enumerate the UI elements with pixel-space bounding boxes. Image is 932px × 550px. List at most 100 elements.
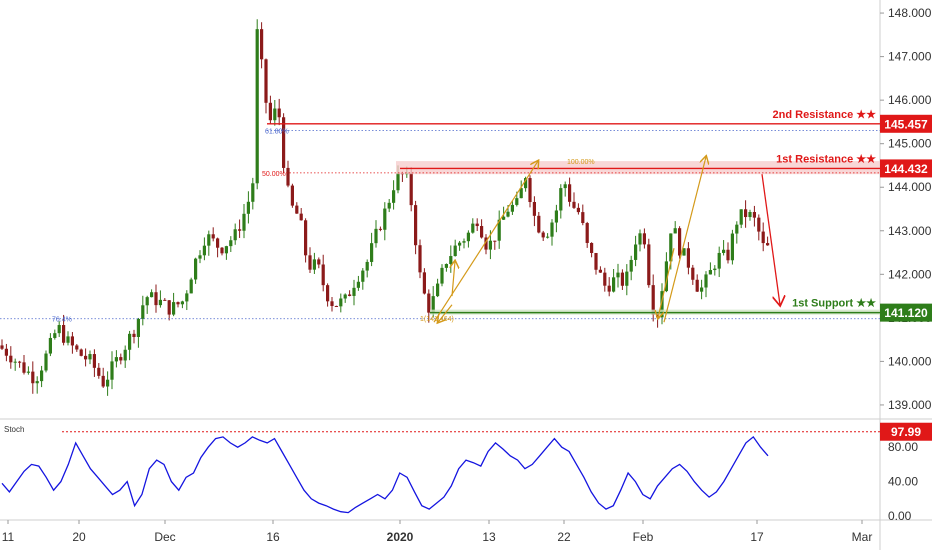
candle-up [189,279,193,294]
candle-up [35,381,39,384]
candle-up [229,240,233,247]
candle-up [13,361,17,363]
candle-up [392,190,396,203]
candle-down [647,244,651,286]
candle-down [761,231,765,244]
candle-down [326,285,330,302]
time-tick-label: 11 [2,530,15,544]
candle-down [92,354,96,368]
candle-up [255,29,259,184]
candle-down [348,294,352,296]
stoch-title: Stoch [4,425,24,434]
candle-down [691,267,695,280]
price-tick-label: 144.000 [888,180,932,194]
candle-down [268,102,272,121]
candle-down [282,117,286,168]
candle-up [700,287,704,292]
candle-up [361,270,365,282]
price-tick-label: 139.000 [888,398,932,412]
candle-down [726,249,730,261]
candle-down [603,272,607,286]
candle-down [304,220,308,256]
candle-up [713,268,717,271]
time-tick-label: Feb [633,530,654,544]
candle-down [480,226,484,238]
candle-down [277,108,281,118]
candle-up [88,354,92,360]
fib-label: 76.4% [52,317,72,324]
stoch-marker-label: 97.99 [891,425,921,439]
candle-up [396,173,400,191]
candle-up [387,202,391,209]
candle-down [84,355,88,360]
candle-down [299,213,303,221]
candle-up [629,259,633,272]
candle-up [524,178,528,189]
candle-up [383,208,387,230]
candle-down [9,355,13,363]
candle-down [330,301,334,306]
candle-up [449,256,453,264]
candle-down [598,269,602,273]
candle-down [568,184,572,202]
candle-up [502,216,506,220]
candle-down [167,300,171,315]
candle-down [70,336,74,346]
pattern-drawings [433,157,780,322]
candle-up [128,333,132,350]
candle-up [722,249,726,253]
candle-down [475,223,479,227]
candle-down [264,59,268,103]
candle-down [766,243,770,246]
price-marker-label: 145.457 [884,117,928,131]
candle-up [704,274,708,288]
candle-up [150,292,154,298]
candle-down [238,229,242,231]
candle-up [66,336,70,343]
candle-up [374,228,378,244]
candle-up [172,302,176,315]
candle-up [180,301,184,305]
candle-down [532,201,536,216]
candle-up [458,242,462,246]
candle-down [163,299,167,301]
price-axis: 148.000 147.000 146.000 145.000 144.000 143.0… [880,6,932,412]
candle-up [440,267,444,284]
candle-down [493,240,497,242]
candle-up [550,222,554,237]
candle-down [75,345,79,350]
candle-up [273,108,277,121]
candle-up [436,283,440,297]
candle-up [708,270,712,275]
candle-down [154,292,158,306]
candle-up [466,232,470,242]
candle-up [506,211,510,217]
time-tick-label: Mar [852,530,873,544]
candle-down [176,302,180,305]
candle-up [554,210,558,223]
candle-up [669,233,673,262]
candle-up [365,261,369,271]
price-tick-label: 146.000 [888,93,932,107]
candle-up [735,224,739,234]
candle-down [757,217,761,232]
pattern-arrow [452,261,455,297]
candle-down [334,305,338,307]
level-label: 1st Resistance ★★ [776,153,876,165]
stoch-tick-label: 0.00 [888,509,912,523]
price-marker-label: 144.432 [884,162,928,176]
candle-up [634,244,638,260]
price-tick-label: 145.000 [888,137,932,151]
candle-up [26,371,30,373]
candle-down [290,185,294,206]
candle-up [158,299,162,306]
candle-up [660,291,664,318]
candle-up [739,209,743,225]
candle-down [752,211,756,218]
candle-down [484,237,488,250]
candle-up [431,296,435,313]
candle-down [62,325,66,343]
candle-up [198,255,202,259]
candle-down [576,207,580,213]
